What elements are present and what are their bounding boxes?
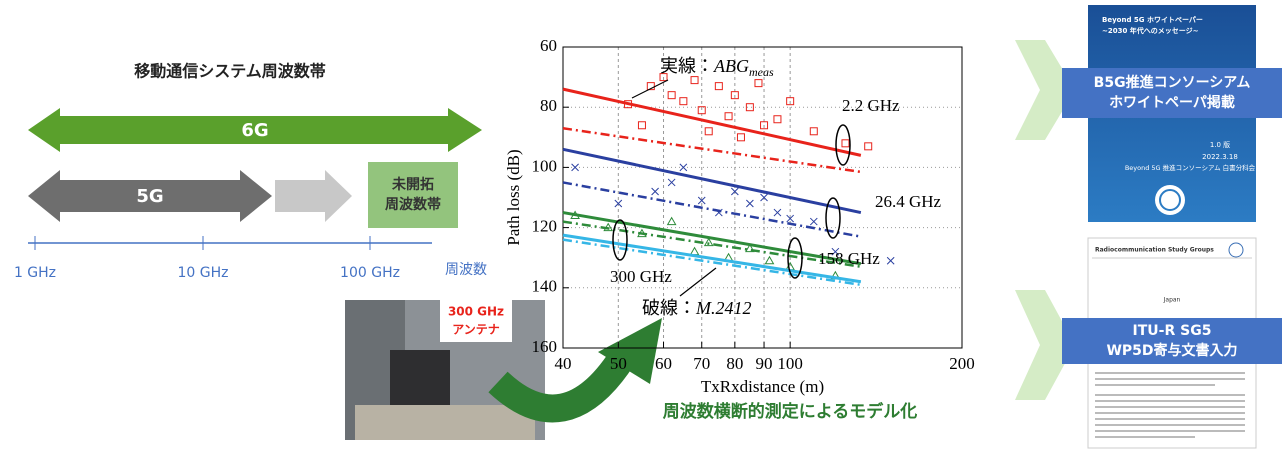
series-label: 300 GHz	[610, 267, 672, 286]
point	[765, 257, 773, 264]
y-tick-label: 120	[532, 217, 558, 236]
series-label: 2.2 GHz	[842, 96, 900, 115]
badge-text: B5G推進コンソーシアム	[1094, 74, 1251, 91]
freq-label: 100 GHz	[340, 265, 400, 281]
x-tick-label: 50	[610, 354, 627, 373]
point	[705, 128, 712, 135]
point	[810, 218, 817, 225]
x-tick-label: 40	[555, 354, 572, 373]
cover-version: 1.0 版	[1210, 140, 1230, 149]
series-label: 158 GHz	[818, 249, 880, 268]
dashed-label: 破線：M.2412	[642, 298, 752, 318]
doc-header: Radiocommunication Study Groups	[1095, 247, 1214, 254]
solid-label-sub: meas	[749, 65, 774, 79]
annotation-arrow	[680, 268, 716, 296]
point	[810, 128, 817, 135]
point	[774, 116, 781, 123]
point	[680, 164, 687, 171]
photo-detail	[355, 405, 535, 440]
label-5g: 5G	[136, 186, 163, 207]
x-tick-label: 70	[693, 354, 710, 373]
point	[887, 257, 894, 264]
point	[774, 209, 781, 216]
m2412-line	[563, 240, 861, 285]
photo-label: アンテナ	[452, 323, 500, 337]
cover-title: ~2030 年代へのメッセージ~	[1102, 26, 1199, 35]
badge-text: ITU-R SG5	[1133, 323, 1212, 339]
solid-label-model: ABG	[713, 56, 749, 76]
y-tick-label: 140	[532, 277, 558, 296]
y-tick-label: 160	[532, 337, 558, 356]
caption: 周波数横断的測定によるモデル化	[663, 401, 918, 422]
point	[715, 83, 722, 90]
point	[572, 164, 579, 171]
page: 移動通信システム周波数帯 6G 5G 未開拓 周波数帯 1 GHz 10 GHz…	[0, 0, 1286, 450]
x-tick-label: 100	[777, 354, 803, 373]
point	[652, 188, 659, 195]
y-tick-label: 60	[540, 36, 557, 55]
solid-label: 実線：ABGmeas	[660, 56, 774, 79]
unexplored-label: 周波数帯	[385, 196, 441, 213]
point	[638, 122, 645, 129]
label-6g: 6G	[241, 120, 268, 141]
arrow-gap	[275, 170, 352, 222]
x-tick-label: 80	[726, 354, 743, 373]
group-ellipse	[836, 125, 850, 165]
point	[668, 179, 675, 186]
abg-line	[563, 149, 861, 212]
point	[746, 200, 753, 207]
cover-publisher: Beyond 5G 推進コンソーシアム 白書分科会	[1125, 163, 1256, 172]
solid-label-prefix: 実線：	[660, 56, 714, 76]
series-label: 26.4 GHz	[875, 192, 942, 211]
point	[691, 248, 699, 255]
freq-axis-title: 周波数	[445, 262, 487, 278]
dashed-label-prefix: 破線：	[642, 298, 696, 318]
figure: 移動通信システム周波数帯 6G 5G 未開拓 周波数帯 1 GHz 10 GHz…	[0, 0, 1286, 450]
photo-label: 300 GHz	[448, 305, 504, 319]
x-tick-label: 60	[655, 354, 672, 373]
x-tick-label: 90	[756, 354, 773, 373]
x-tick-label: 200	[949, 354, 975, 373]
point	[737, 134, 744, 141]
freq-label: 10 GHz	[178, 265, 229, 281]
point	[865, 143, 872, 150]
y-axis-title: Path loss (dB)	[504, 149, 523, 245]
dashed-label-model: M.2412	[695, 298, 752, 318]
point	[691, 77, 698, 84]
abg-line	[563, 213, 861, 264]
badge-text: WP5D寄与文書入力	[1106, 342, 1237, 359]
freq-label: 1 GHz	[14, 265, 56, 281]
cover-date: 2022.3.18	[1202, 153, 1238, 161]
x-axis-title: TxRxdistance (m)	[701, 377, 824, 396]
group-ellipse	[613, 220, 627, 260]
cover-title: Beyond 5G ホワイトペーパー	[1102, 15, 1203, 24]
unexplored-box	[368, 162, 458, 228]
point	[668, 218, 676, 225]
badge-text: ホワイトペーパ掲載	[1109, 94, 1235, 111]
point	[680, 98, 687, 105]
point	[755, 80, 762, 87]
abg-line	[563, 89, 861, 155]
y-tick-label: 100	[532, 156, 558, 175]
y-tick-label: 80	[540, 96, 557, 115]
point	[842, 140, 849, 147]
point	[725, 113, 732, 120]
unexplored-label: 未開拓	[392, 176, 434, 193]
point	[668, 92, 675, 99]
abg-line	[563, 235, 861, 282]
doc-country: Japan	[1163, 297, 1181, 304]
diagram-title: 移動通信システム周波数帯	[134, 62, 326, 81]
